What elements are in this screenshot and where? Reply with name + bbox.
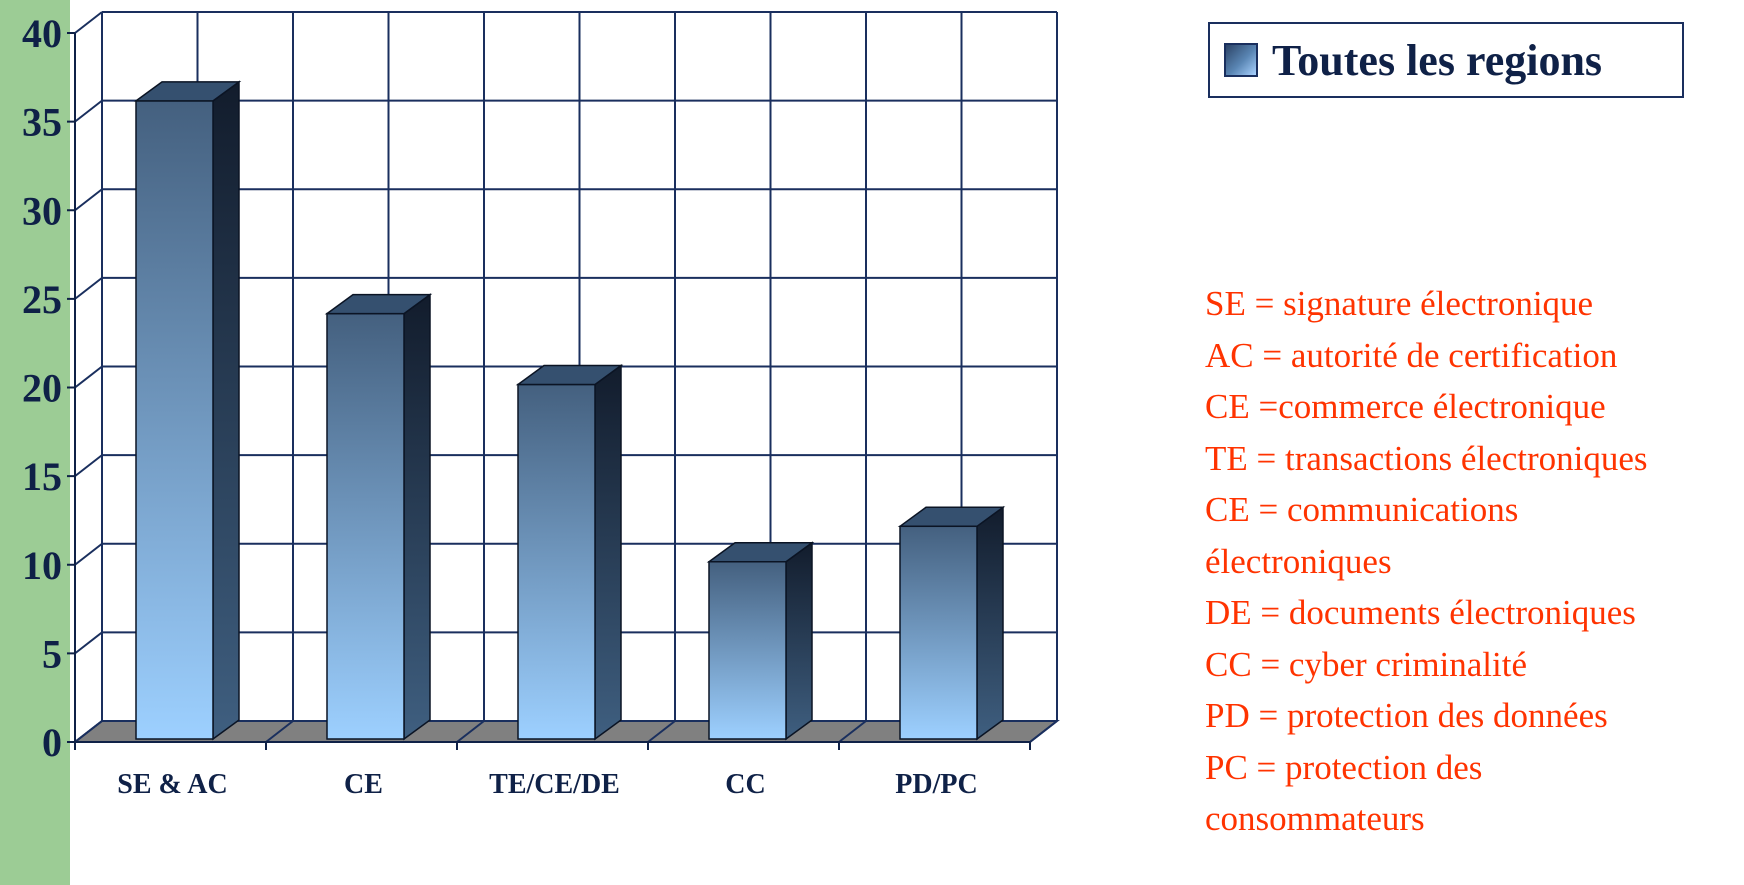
bar-front: [135, 100, 214, 740]
side-strip: [0, 0, 70, 885]
note-line: PC = protection des: [1205, 747, 1483, 787]
gridline-side: [74, 542, 103, 566]
bar-top: [706, 542, 815, 563]
gridline-side: [74, 631, 103, 655]
y-tick-label: 30: [22, 188, 62, 233]
bar-front: [326, 312, 405, 740]
gridline-side: [74, 277, 103, 300]
x-tick-label: PD/PC: [895, 769, 977, 800]
y-tick-label: 20: [22, 366, 62, 411]
y-tick-label: 10: [22, 543, 62, 588]
x-tick-label: TE/CE/DE: [489, 769, 620, 800]
gridline-side: [74, 365, 103, 389]
floor-divider: [838, 720, 867, 743]
y-tick-label: 40: [22, 11, 62, 56]
bar-front: [899, 525, 978, 740]
y-tick-label: 15: [22, 454, 62, 499]
bar-side: [212, 80, 240, 741]
legend-label: Toutes les regions: [1272, 35, 1603, 85]
y-tick-label: 0: [42, 720, 62, 765]
note-line: consommateurs: [1205, 799, 1425, 838]
floor-divider: [74, 720, 103, 743]
bar-front: [708, 561, 787, 740]
note-line: DE = documents électroniques: [1205, 593, 1636, 632]
bar-side: [403, 293, 431, 741]
note-line: TE = transactions électroniques: [1205, 438, 1648, 478]
floor-divider: [1029, 720, 1058, 743]
abbreviation-notes: SE = signature électronique AC = autorité…: [1205, 278, 1741, 845]
bar: [515, 364, 624, 741]
y-axis-labels: 0 5 10 15 20 25 30 35 40: [22, 11, 62, 765]
y-tick-label: 35: [22, 100, 62, 145]
bar-top: [324, 293, 433, 315]
legend: Toutes les regions: [1208, 22, 1684, 98]
gridline-side: [74, 11, 103, 34]
x-tick-label: SE & AC: [117, 769, 227, 800]
note-line: électroniques: [1205, 541, 1392, 581]
note-line: CE = communications: [1205, 490, 1519, 529]
x-tick-label: CE: [344, 769, 383, 800]
bar-top: [133, 81, 242, 102]
bar: [897, 505, 1006, 741]
gridline-side: [74, 99, 103, 123]
bars: [133, 80, 1006, 741]
x-axis-labels: SE & AC CE TE/CE/DE CC PD/PC: [117, 769, 977, 800]
gridline-side: [74, 454, 103, 477]
floor-divider: [456, 720, 485, 743]
floor-divider: [265, 720, 294, 743]
note-line: SE = signature électronique: [1205, 284, 1594, 323]
bar: [133, 80, 242, 741]
bar-top: [515, 364, 624, 386]
bar: [324, 293, 433, 741]
note-line: CE =commerce électronique: [1205, 387, 1606, 426]
bar-side: [785, 541, 813, 741]
bar-top: [897, 506, 1006, 528]
x-tick-label: CC: [725, 769, 765, 800]
note-line: PD = protection des données: [1205, 696, 1608, 735]
y-tick-label: 5: [42, 631, 62, 676]
legend-swatch: [1224, 43, 1258, 77]
note-line: AC = autorité de certification: [1205, 335, 1618, 375]
bar: [706, 541, 815, 741]
bar-side: [594, 364, 622, 741]
gridline-side: [74, 188, 103, 212]
bar-side: [976, 505, 1004, 741]
note-line: CC = cyber criminalité: [1205, 644, 1528, 684]
bar-front: [517, 383, 596, 740]
y-tick-label: 25: [22, 277, 62, 322]
y-axis: [67, 32, 1031, 750]
floor-divider: [647, 720, 676, 743]
